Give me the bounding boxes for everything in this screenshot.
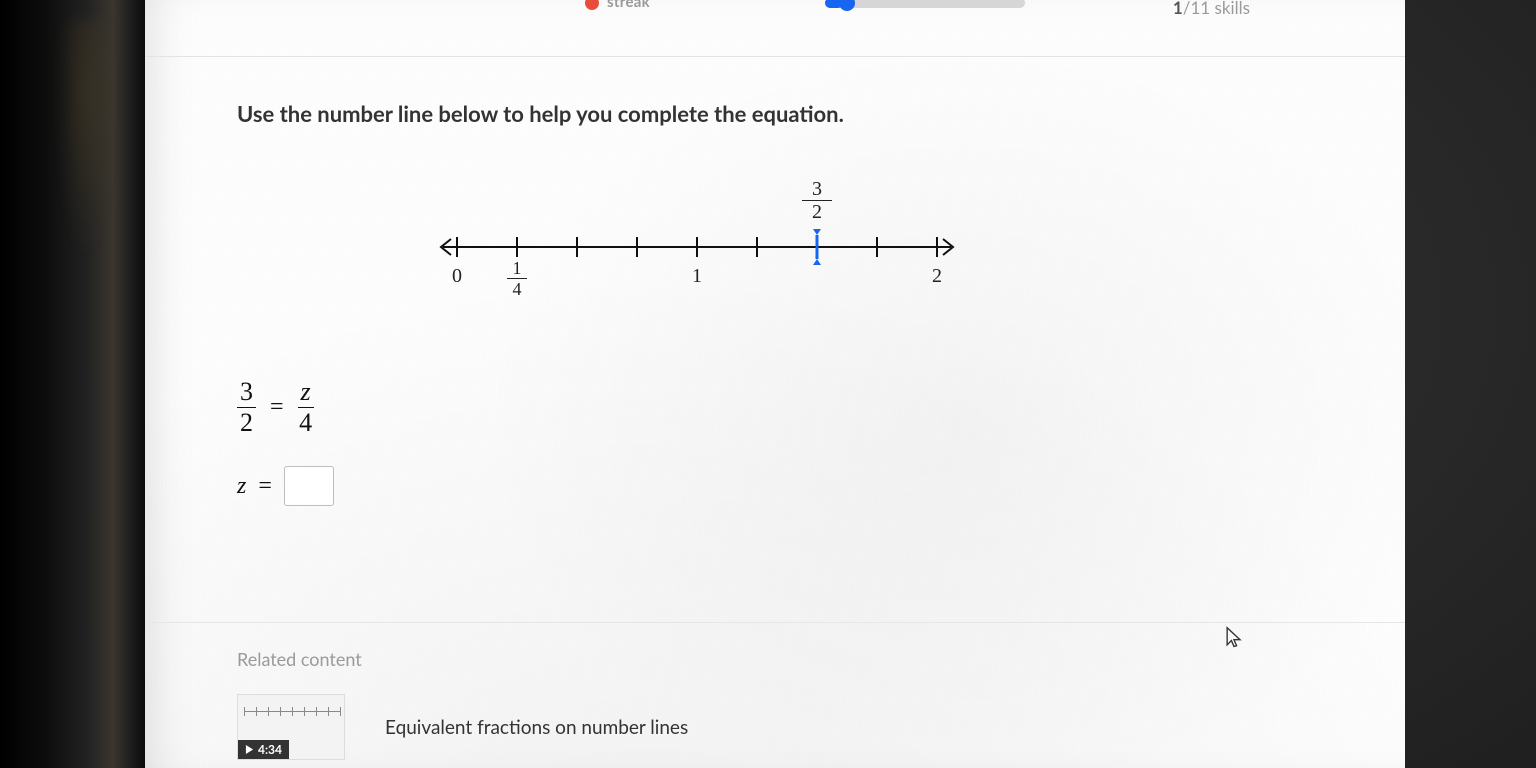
related-heading: Related content bbox=[237, 648, 362, 670]
answer-input[interactable] bbox=[284, 466, 334, 506]
monitor-bezel-left bbox=[0, 0, 145, 768]
equation-left-fraction: 3 2 bbox=[237, 379, 256, 436]
skills-current: 1 bbox=[1173, 0, 1183, 18]
numberline-label-quarter: 1 4 bbox=[507, 259, 527, 298]
app-screen: streak 1/11 skills Use the number line b… bbox=[145, 0, 1405, 768]
equation-display: 3 2 = z 4 bbox=[237, 379, 1217, 436]
answer-variable: z bbox=[237, 473, 246, 500]
related-divider bbox=[145, 622, 1405, 623]
video-title[interactable]: Equivalent fractions on number lines bbox=[385, 716, 688, 739]
numberline-label-2: 2 bbox=[932, 265, 942, 288]
marker-label-numerator: 3 bbox=[802, 179, 832, 201]
numberline-label-1: 1 bbox=[692, 265, 702, 288]
skills-suffix: skills bbox=[1215, 0, 1250, 18]
equation-right-fraction: z 4 bbox=[298, 379, 314, 436]
numberline-marker-label: 3 2 bbox=[802, 179, 832, 222]
number-line: 3 2 bbox=[437, 179, 957, 329]
equals-sign: = bbox=[270, 394, 284, 421]
related-video-row[interactable]: 4:34 Equivalent fractions on number line… bbox=[237, 694, 688, 760]
answer-row: z = bbox=[237, 466, 1217, 506]
video-duration-badge: 4:34 bbox=[238, 740, 289, 759]
streak-dot-icon bbox=[585, 0, 599, 10]
numberline-label-0: 0 bbox=[452, 265, 462, 288]
video-thumbnail[interactable]: 4:34 bbox=[237, 694, 345, 760]
skills-total: 11 bbox=[1190, 0, 1210, 18]
skills-progress-knob bbox=[839, 0, 855, 11]
marker-label-denominator: 2 bbox=[802, 201, 832, 222]
top-bar: streak 1/11 skills bbox=[145, 0, 1405, 18]
answer-equals: = bbox=[258, 473, 272, 500]
skills-counter: 1/11 skills bbox=[1173, 0, 1250, 18]
skills-progress-bar[interactable] bbox=[825, 0, 1025, 8]
question-prompt: Use the number line below to help you co… bbox=[237, 100, 1217, 127]
streak-label: streak bbox=[607, 0, 650, 11]
mouse-cursor-icon bbox=[1225, 626, 1243, 650]
streak-indicator: streak bbox=[585, 0, 650, 12]
question-content: Use the number line below to help you co… bbox=[237, 100, 1217, 506]
header-divider bbox=[145, 56, 1405, 57]
play-icon bbox=[245, 745, 254, 754]
